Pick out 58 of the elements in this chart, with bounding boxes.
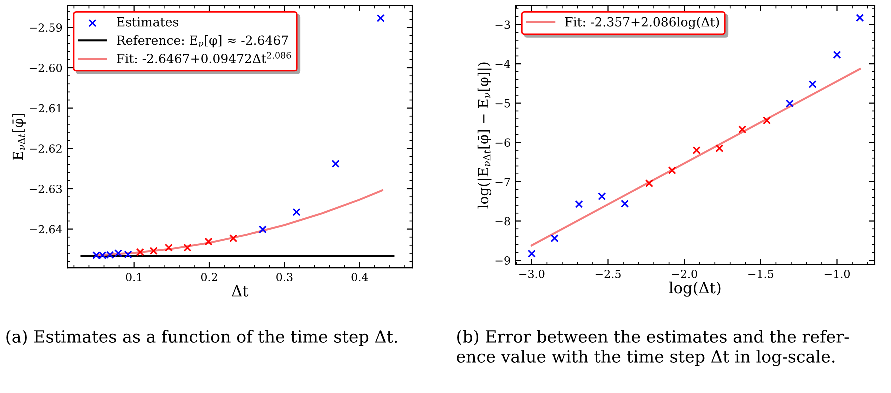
point bbox=[716, 144, 724, 153]
text: (a) Estimates as a function of the time step Δt. bbox=[6, 330, 398, 346]
point bbox=[376, 14, 385, 22]
line-series bbox=[96, 190, 384, 256]
point bbox=[856, 14, 864, 22]
point bbox=[786, 100, 794, 108]
point bbox=[833, 51, 842, 60]
point bbox=[645, 180, 654, 188]
point bbox=[230, 234, 238, 243]
y-tick-label: −6 bbox=[496, 138, 510, 148]
point bbox=[164, 244, 173, 252]
y-tick-label: −2.59 bbox=[30, 24, 62, 32]
y-tick-label: −2.63 bbox=[30, 184, 62, 194]
x-tick-label: 0.1 bbox=[126, 273, 142, 282]
y-tick-label: −4 bbox=[496, 60, 510, 68]
y-axis-title: E$_{νΔt}$[φ̄] bbox=[12, 114, 26, 160]
legend-label: Fit: -2.6467+0.09472Δt$^{2.086}$ bbox=[117, 52, 292, 64]
point bbox=[575, 200, 584, 208]
y-tick-label: −8 bbox=[496, 217, 510, 226]
legend-label: Estimates bbox=[117, 17, 179, 27]
y-tick-label: −7 bbox=[496, 178, 510, 186]
y-tick-label: −2.61 bbox=[30, 104, 62, 113]
point bbox=[763, 116, 772, 125]
x-tick-label: −2.0 bbox=[672, 270, 698, 278]
legend-label: Reference: E$_{ν}$[φ] ≈ -2.6467 bbox=[117, 35, 288, 48]
point bbox=[808, 80, 817, 89]
point bbox=[528, 250, 536, 258]
x-tick-label: 0.3 bbox=[276, 273, 293, 282]
x-tick-label: −3.0 bbox=[520, 270, 545, 278]
point bbox=[332, 160, 340, 168]
x-axis-title: log(Δt) bbox=[669, 282, 721, 297]
y-tick-label: −3 bbox=[496, 20, 510, 30]
point bbox=[150, 247, 158, 256]
x-tick-label: −2.5 bbox=[596, 270, 621, 278]
x-tick-label: 0.4 bbox=[352, 273, 368, 282]
point bbox=[292, 208, 301, 216]
x-axis-title: Δt bbox=[232, 286, 249, 297]
y-tick-label: −2.62 bbox=[30, 144, 62, 154]
point bbox=[550, 234, 559, 243]
y-tick-label: −9 bbox=[496, 256, 510, 265]
point bbox=[184, 244, 192, 252]
point bbox=[204, 238, 213, 246]
x-tick-label: −1.5 bbox=[748, 270, 774, 278]
y-axis-title: log(|E$_{νΔt}$[φ̄] − E$_{ν}$[φ]|) bbox=[478, 62, 492, 209]
y-tick-label: −2.60 bbox=[30, 64, 62, 72]
point bbox=[258, 226, 267, 234]
x-tick-label: 0.2 bbox=[201, 273, 218, 282]
y-tick-label: −2.64 bbox=[30, 225, 62, 234]
text: (b) Error between the estimates and the refer- ence value with the time step Δt in log-scale. bbox=[457, 330, 849, 366]
x-tick-label: −1.0 bbox=[824, 270, 850, 278]
y-tick-label: −5 bbox=[496, 99, 510, 108]
point bbox=[621, 200, 630, 208]
point bbox=[136, 248, 144, 256]
legend-label: Fit: -2.357+2.086log(Δt) bbox=[565, 17, 720, 30]
point bbox=[598, 192, 606, 201]
point bbox=[738, 126, 747, 134]
point bbox=[668, 166, 676, 175]
point bbox=[692, 146, 701, 155]
